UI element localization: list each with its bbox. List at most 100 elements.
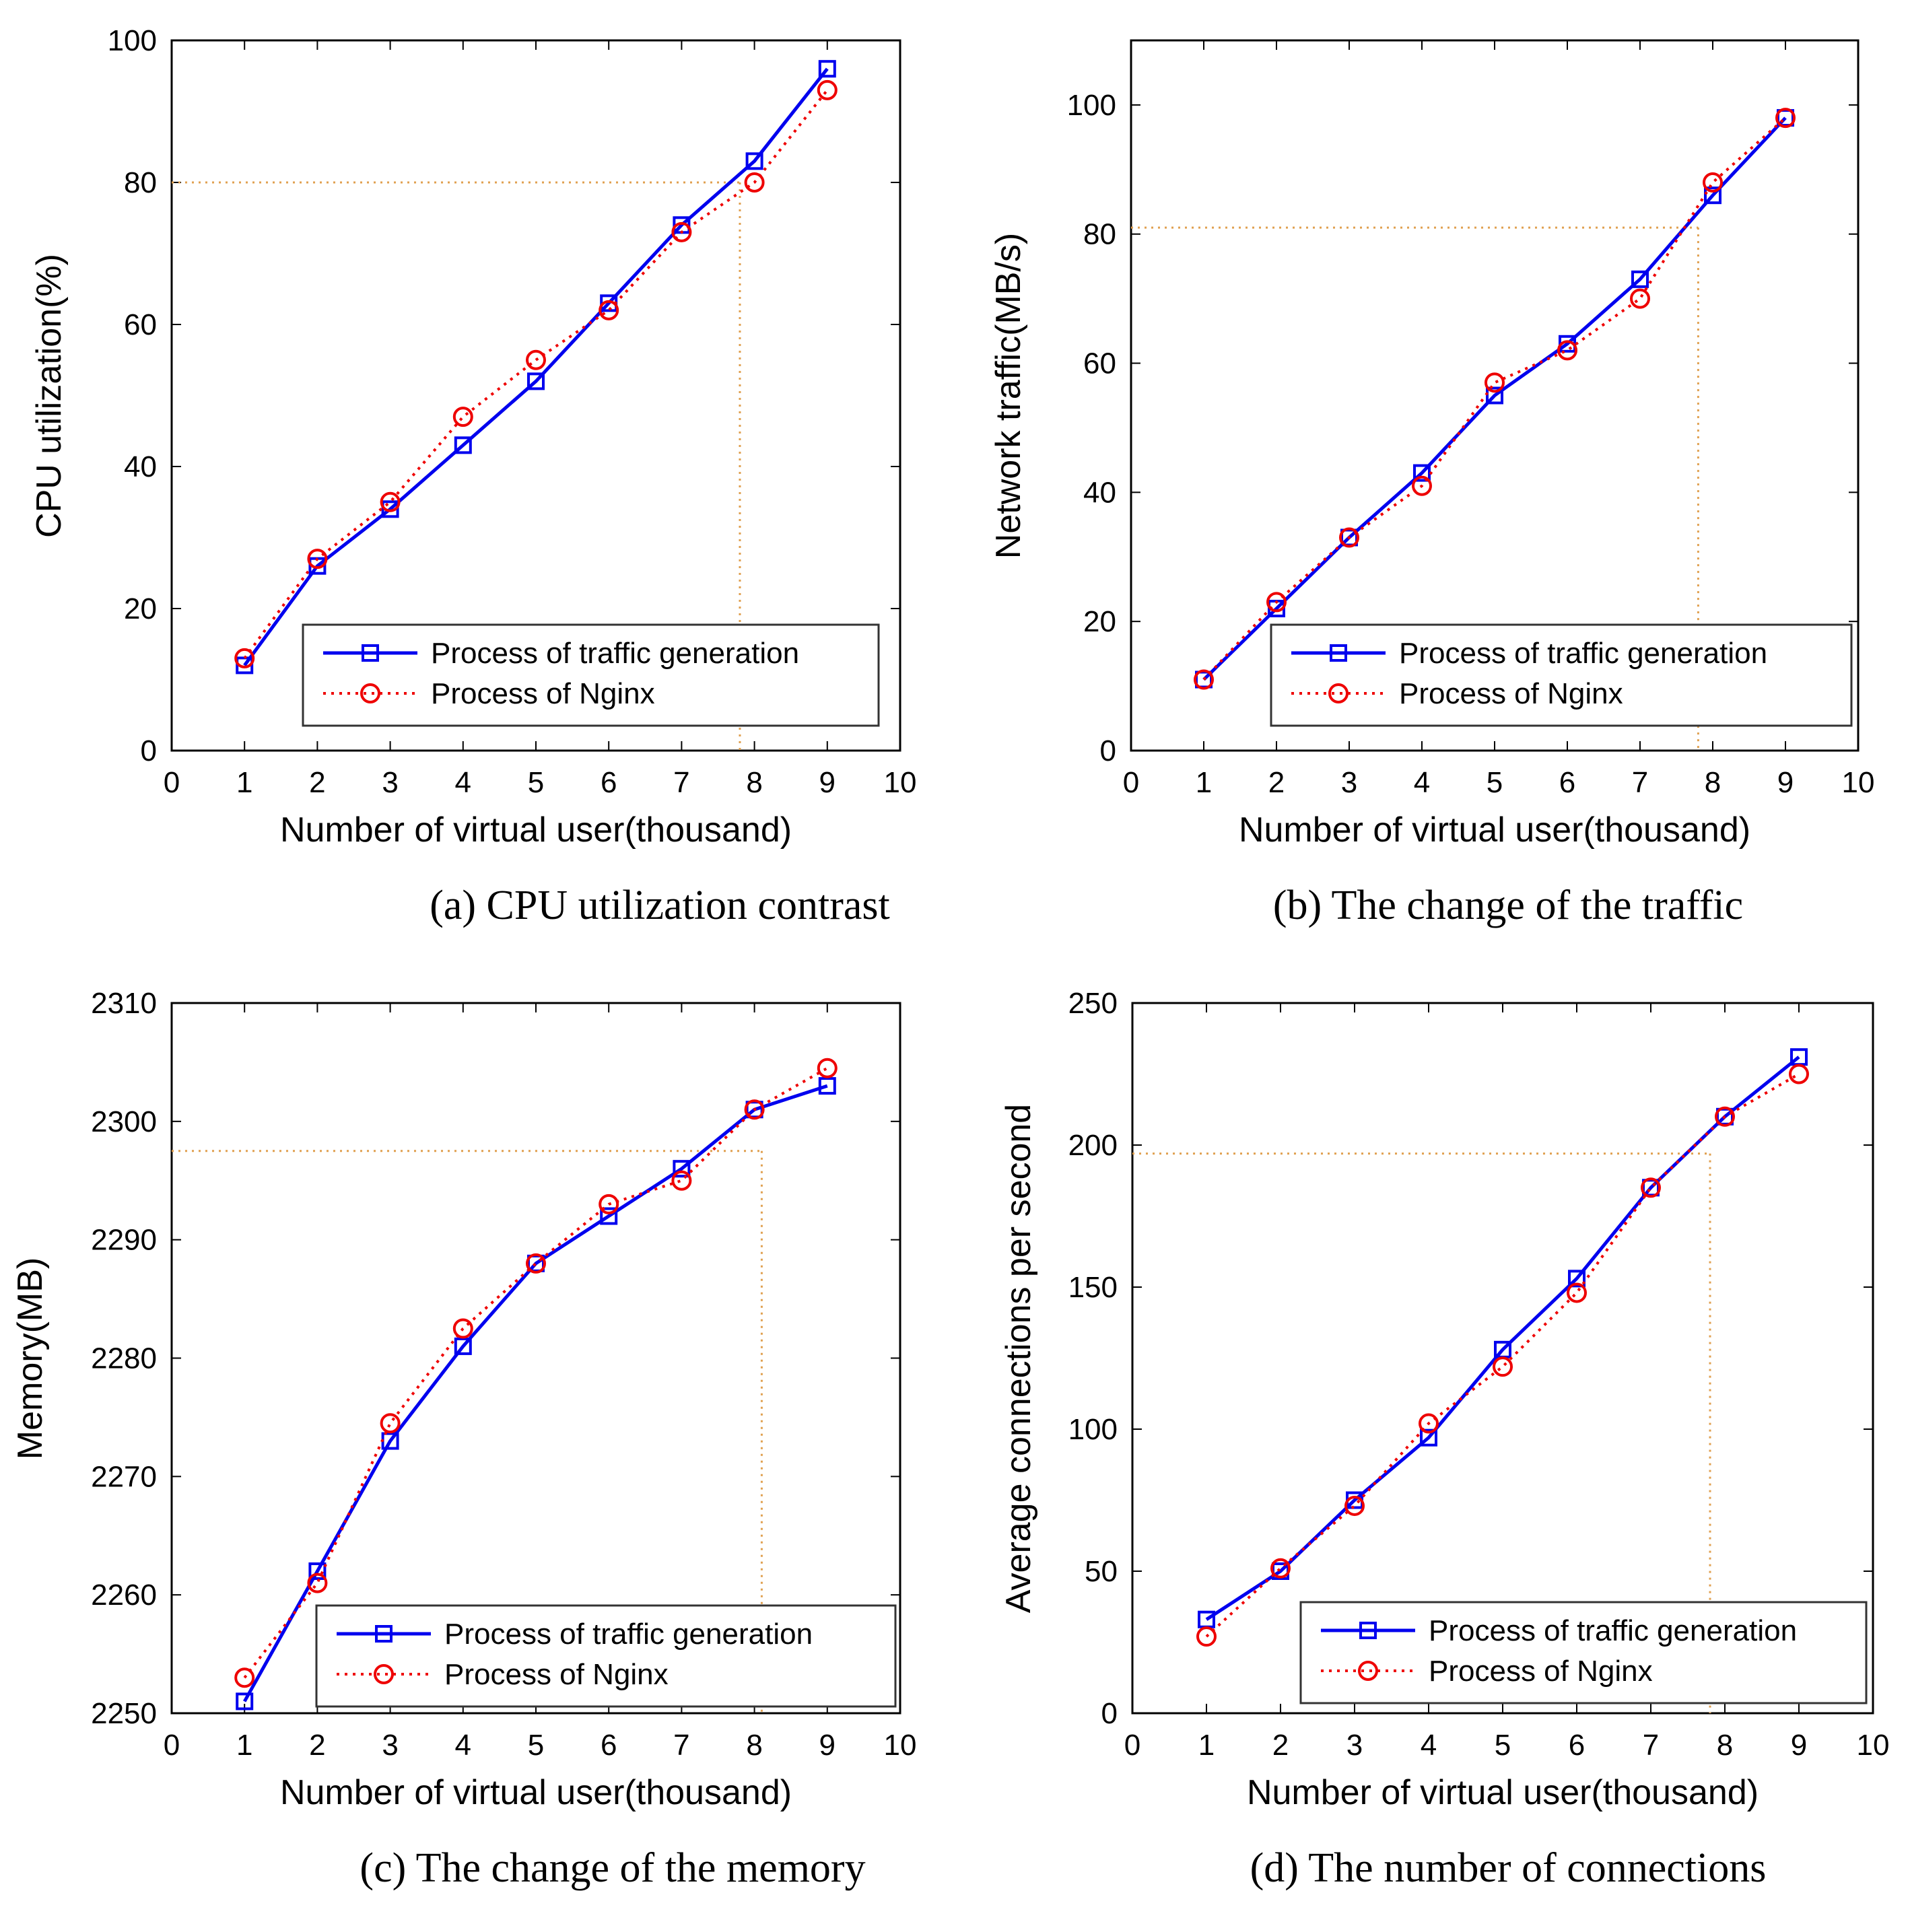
legend-label: Process of traffic generation [1429,1614,1797,1647]
legend-marker-circle [360,683,380,703]
y-tick-label: 2310 [91,987,157,1020]
marker-traffic-generation [308,1562,327,1580]
marker-nginx [1339,527,1359,548]
marker-nginx [1493,1356,1513,1377]
legend-marker-circle [374,1664,394,1684]
x-tick-label: 10 [1842,766,1875,799]
x-tick-label: 2 [309,1729,325,1762]
marker-nginx [671,1170,692,1191]
marker-traffic-generation [818,60,836,78]
y-tick-label: 20 [124,592,157,625]
legend: Process of traffic generation Process of … [315,1604,897,1708]
x-axis-label: Number of virtual user(thousand) [280,1773,792,1812]
x-tick-label: 2 [1272,1729,1289,1762]
marker-traffic-generation [1413,464,1431,482]
x-tick-label: 10 [884,1729,917,1762]
marker-nginx [234,1667,255,1688]
x-tick-label: 0 [1123,766,1139,799]
x-tick-label: 2 [309,766,325,799]
x-tick-label: 6 [1559,766,1575,799]
x-tick-label: 0 [164,1729,180,1762]
marker-traffic-generation [1704,186,1721,205]
marker-traffic-generation [527,372,545,390]
marker-nginx [526,1253,546,1274]
x-tick-label: 5 [1487,766,1503,799]
legend-label: Process of traffic generation [444,1618,813,1651]
chart-caption: (d) The number of connections [1250,1845,1767,1891]
x-tick-label: 0 [1124,1729,1140,1762]
x-tick-label: 7 [673,766,689,799]
marker-nginx [526,349,546,370]
legend-marker-circle [1358,1661,1378,1681]
legend-label: Process of traffic generation [1399,637,1767,670]
x-tick-label: 1 [1196,766,1212,799]
x-tick-label: 4 [1421,1729,1437,1762]
chart-caption: (c) The change of the memory [360,1845,865,1891]
marker-nginx [744,1099,765,1120]
marker-nginx [1344,1495,1365,1516]
marker-nginx [817,79,838,100]
marker-nginx [1789,1064,1809,1084]
marker-nginx [1419,1413,1439,1434]
x-tick-label: 10 [884,766,917,799]
x-tick-label: 9 [1791,1729,1807,1762]
marker-nginx [817,1058,838,1078]
x-tick-label: 2 [1268,766,1285,799]
marker-nginx [1775,108,1796,129]
x-tick-label: 9 [819,766,835,799]
legend-marker-square [1330,644,1347,662]
chart-caption: (b) The change of the traffic [1273,883,1743,928]
y-tick-label: 2270 [91,1460,157,1493]
y-tick-label: 0 [1100,734,1116,767]
marker-traffic-generation [745,152,763,170]
marker-traffic-generation [454,436,472,454]
legend: Process of traffic generation Process of … [1270,623,1853,727]
x-tick-label: 5 [1495,1729,1511,1762]
x-axis-label: Number of virtual user(thousand) [1239,810,1750,850]
marker-traffic-generation [818,1077,836,1095]
y-tick-label: 80 [124,166,157,199]
marker-nginx [307,1573,328,1593]
y-tick-label: 2250 [91,1697,157,1730]
legend: Process of traffic generation Process of … [1299,1601,1868,1704]
y-tick-label: 2290 [91,1224,157,1257]
x-tick-label: 6 [601,1729,617,1762]
x-tick-label: 5 [528,1729,544,1762]
y-axis-label: Average connections per second [999,1104,1038,1613]
series-line-traffic-generation [243,67,829,666]
x-tick-label: 0 [164,766,180,799]
marker-traffic-generation [673,1160,691,1178]
legend-box [315,1604,897,1708]
legend-box [302,623,880,727]
x-tick-label: 1 [236,1729,252,1762]
legend-marker-square [362,644,379,662]
marker-traffic-generation [1568,1270,1585,1288]
marker-nginx [1485,372,1505,393]
y-tick-label: 100 [108,24,157,57]
x-tick-label: 8 [1717,1729,1733,1762]
x-axis-label: Number of virtual user(thousand) [1247,1773,1759,1812]
marker-nginx [234,648,255,668]
marker-traffic-generation [454,1337,472,1355]
y-tick-label: 250 [1068,987,1118,1020]
y-tick-label: 80 [1083,218,1116,251]
series-line-traffic-generation [1205,1056,1800,1621]
x-tick-label: 4 [1414,766,1430,799]
marker-traffic-generation [1631,270,1649,288]
y-tick-label: 60 [1083,347,1116,380]
marker-nginx [1715,1106,1735,1127]
marker-nginx [1194,669,1214,690]
y-tick-label: 0 [1101,1697,1118,1730]
y-tick-label: 200 [1068,1129,1118,1162]
y-tick-label: 0 [141,734,157,767]
y-axis-label: CPU utilization(%) [30,254,69,538]
x-tick-label: 6 [601,766,617,799]
x-tick-label: 1 [236,766,252,799]
legend-box [1270,623,1853,727]
y-tick-label: 20 [1083,605,1116,638]
y-tick-label: 100 [1067,89,1116,122]
marker-nginx [671,221,692,242]
x-tick-label: 7 [1632,766,1648,799]
